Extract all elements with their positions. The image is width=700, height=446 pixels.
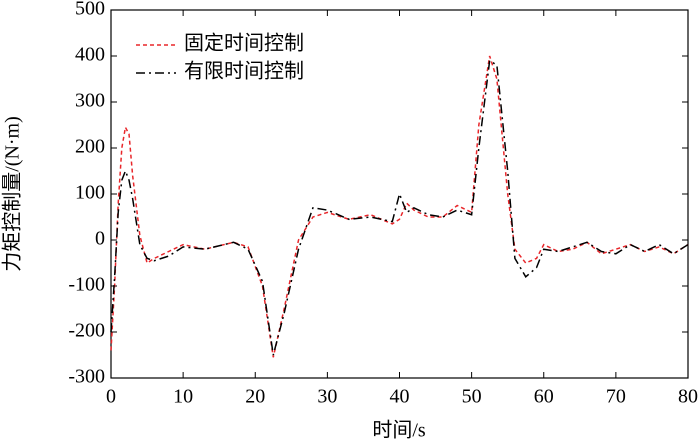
x-tick-label: 40 xyxy=(390,386,410,408)
series-line xyxy=(110,59,689,356)
x-tick-label: 10 xyxy=(173,386,193,408)
y-tick-label: 500 xyxy=(75,0,105,20)
x-tick-label: 20 xyxy=(245,386,265,408)
x-tick-label: 80 xyxy=(678,386,698,408)
y-tick-label: 400 xyxy=(75,44,105,66)
y-axis-label: 力矩控制量/(N·m) xyxy=(1,116,24,272)
y-tick-label: -100 xyxy=(68,274,105,296)
legend-label: 固定时间控制 xyxy=(184,32,304,55)
series-line xyxy=(110,55,689,358)
y-tick-label: -300 xyxy=(68,366,105,388)
x-tick-label: 0 xyxy=(106,386,116,408)
y-tick-label: 300 xyxy=(75,90,105,112)
y-tick-label: 100 xyxy=(75,182,105,204)
y-tick-label: 0 xyxy=(95,228,105,250)
x-tick-label: 70 xyxy=(606,386,626,408)
legend-label: 有限时间控制 xyxy=(184,60,304,83)
x-tick-label: 50 xyxy=(462,386,482,408)
x-tick-label: 60 xyxy=(534,386,554,408)
x-axis-label: 时间/s xyxy=(372,419,426,442)
x-tick-label: 30 xyxy=(317,386,337,408)
y-tick-label: 200 xyxy=(75,136,105,158)
y-tick-label: -200 xyxy=(68,320,105,342)
